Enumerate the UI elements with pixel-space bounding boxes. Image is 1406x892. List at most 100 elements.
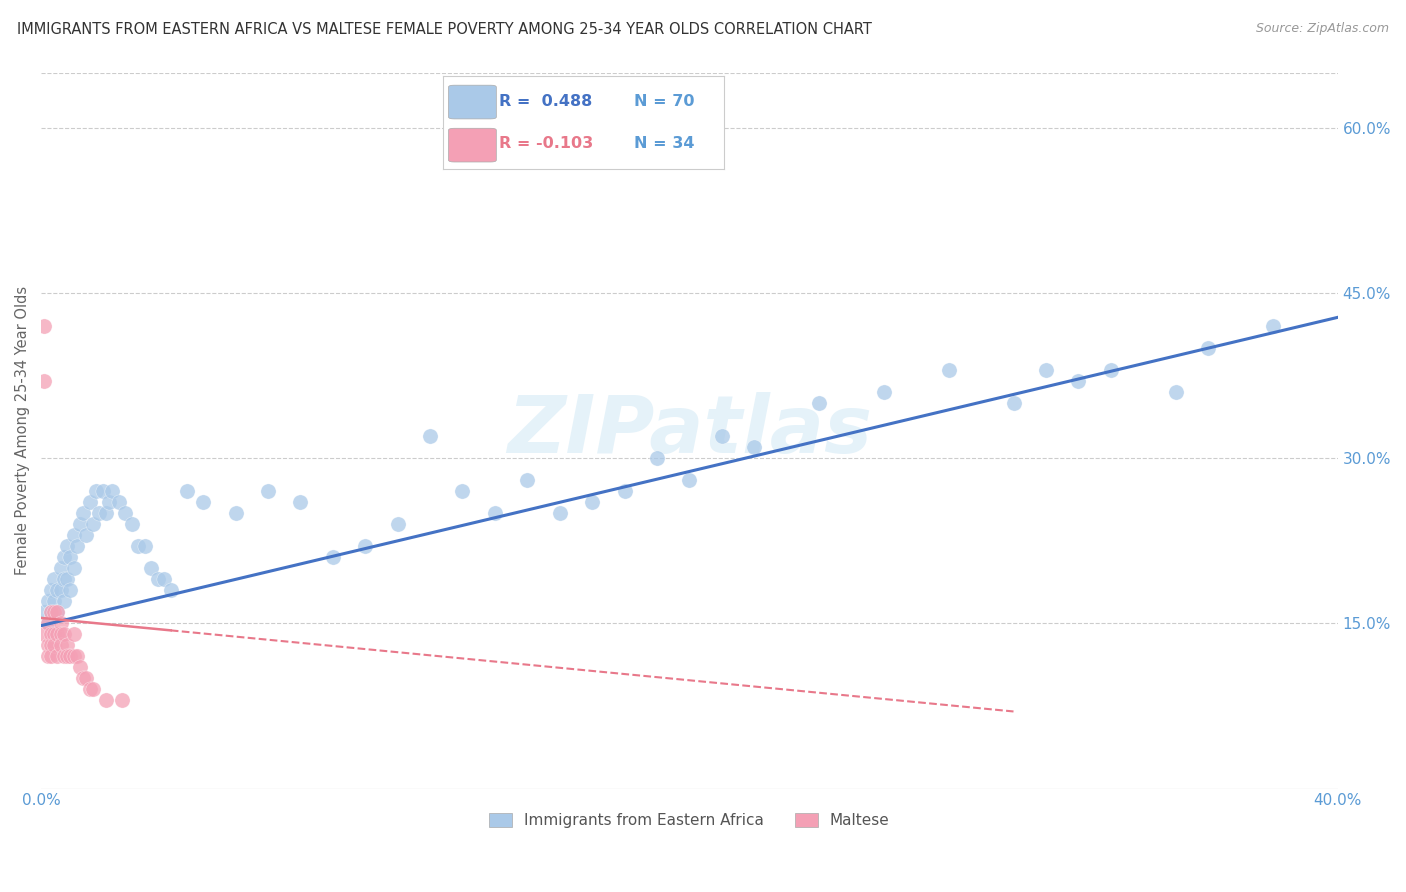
Point	[98, 495, 121, 509]
Text: Source: ZipAtlas.com: Source: ZipAtlas.com	[1256, 22, 1389, 36]
Point	[146, 573, 169, 587]
Point	[645, 451, 668, 466]
Point	[581, 495, 603, 509]
Point	[37, 616, 59, 631]
Point	[159, 583, 181, 598]
Text: R = -0.103: R = -0.103	[499, 136, 593, 152]
Point	[387, 517, 409, 532]
Text: ZIPatlas: ZIPatlas	[508, 392, 872, 470]
Point	[72, 672, 94, 686]
Point	[873, 385, 896, 400]
Point	[808, 396, 831, 410]
Point	[49, 561, 72, 575]
Point	[69, 517, 91, 532]
Point	[59, 649, 82, 664]
Point	[1067, 374, 1090, 388]
Point	[49, 583, 72, 598]
Point	[49, 616, 72, 631]
Point	[56, 639, 79, 653]
Point	[46, 583, 69, 598]
Point	[52, 594, 75, 608]
Point	[134, 539, 156, 553]
Point	[1035, 363, 1057, 377]
Point	[82, 682, 104, 697]
Point	[111, 693, 134, 707]
Point	[710, 429, 733, 443]
Point	[34, 319, 56, 334]
Point	[37, 616, 59, 631]
Point	[52, 573, 75, 587]
Point	[49, 627, 72, 641]
Point	[141, 561, 163, 575]
Point	[82, 517, 104, 532]
Point	[49, 639, 72, 653]
Point	[46, 627, 69, 641]
Point	[225, 506, 247, 520]
Point	[66, 649, 89, 664]
Point	[39, 606, 62, 620]
Point	[516, 473, 538, 487]
Point	[938, 363, 960, 377]
Point	[290, 495, 312, 509]
Point	[548, 506, 571, 520]
Point	[176, 484, 198, 499]
Point	[39, 639, 62, 653]
Point	[678, 473, 700, 487]
Text: N = 70: N = 70	[634, 94, 695, 109]
Point	[94, 693, 117, 707]
Point	[39, 606, 62, 620]
Point	[37, 649, 59, 664]
Point	[354, 539, 377, 553]
Point	[42, 594, 65, 608]
Point	[34, 627, 56, 641]
Point	[62, 528, 84, 542]
Point	[62, 649, 84, 664]
Point	[59, 583, 82, 598]
Point	[46, 606, 69, 620]
Point	[52, 627, 75, 641]
Point	[1099, 363, 1122, 377]
Point	[62, 627, 84, 641]
Point	[89, 506, 111, 520]
Point	[127, 539, 149, 553]
Point	[42, 627, 65, 641]
Point	[76, 672, 98, 686]
Point	[39, 583, 62, 598]
Point	[62, 561, 84, 575]
Point	[69, 660, 91, 674]
Point	[1164, 385, 1187, 400]
Point	[42, 606, 65, 620]
Point	[1261, 319, 1284, 334]
Point	[1197, 341, 1219, 355]
Point	[108, 495, 131, 509]
Point	[42, 639, 65, 653]
Y-axis label: Female Poverty Among 25-34 Year Olds: Female Poverty Among 25-34 Year Olds	[15, 286, 30, 575]
Point	[79, 682, 101, 697]
Point	[37, 639, 59, 653]
Point	[121, 517, 143, 532]
Point	[76, 528, 98, 542]
Point	[56, 573, 79, 587]
Point	[59, 550, 82, 565]
Point	[257, 484, 280, 499]
Point	[101, 484, 124, 499]
Legend: Immigrants from Eastern Africa, Maltese: Immigrants from Eastern Africa, Maltese	[484, 807, 896, 835]
Point	[79, 495, 101, 509]
Point	[451, 484, 474, 499]
Point	[94, 506, 117, 520]
Point	[114, 506, 136, 520]
Point	[52, 649, 75, 664]
Text: R =  0.488: R = 0.488	[499, 94, 592, 109]
Text: N = 34: N = 34	[634, 136, 695, 152]
Point	[66, 539, 89, 553]
Point	[39, 649, 62, 664]
FancyBboxPatch shape	[449, 128, 496, 162]
Point	[34, 374, 56, 388]
Point	[37, 594, 59, 608]
Text: IMMIGRANTS FROM EASTERN AFRICA VS MALTESE FEMALE POVERTY AMONG 25-34 YEAR OLDS C: IMMIGRANTS FROM EASTERN AFRICA VS MALTES…	[17, 22, 872, 37]
Point	[613, 484, 636, 499]
Point	[39, 627, 62, 641]
Point	[322, 550, 344, 565]
Point	[56, 539, 79, 553]
Point	[52, 550, 75, 565]
